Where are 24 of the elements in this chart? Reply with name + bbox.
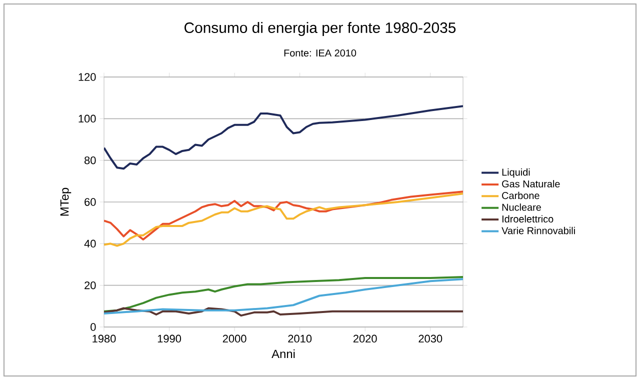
y-axis-title: MTep bbox=[60, 188, 72, 216]
y-tick-label: 120 bbox=[78, 73, 96, 81]
legend-label: Varie Rinnovabili bbox=[502, 226, 575, 234]
x-tick-label: 1980 bbox=[92, 334, 116, 343]
x-axis-title: Anni bbox=[272, 349, 295, 358]
y-tick-label: 40 bbox=[84, 240, 96, 248]
legend-label: Carbone bbox=[502, 192, 540, 200]
x-tick-label: 2030 bbox=[418, 334, 442, 343]
x-tick-label: 1990 bbox=[158, 334, 182, 343]
y-tick-label: 80 bbox=[84, 156, 96, 164]
x-tick-label: 2000 bbox=[222, 334, 246, 343]
y-tick-label: 100 bbox=[78, 114, 96, 123]
chart-title: Consumo di energia per fonte 1980-2035 bbox=[184, 22, 456, 36]
y-tick-label: 60 bbox=[84, 198, 96, 206]
chart-subtitle: Fonte: IEA 2010 bbox=[284, 49, 356, 57]
legend-label: Liquidi bbox=[502, 168, 530, 178]
line-series bbox=[104, 307, 464, 317]
legend-label: Nucleare bbox=[502, 203, 541, 211]
y-tick-label: 20 bbox=[84, 281, 96, 290]
y-tick-label: 0 bbox=[90, 323, 96, 331]
x-tick-label: 2020 bbox=[353, 334, 377, 343]
legend-label: Idroelettrico bbox=[502, 215, 554, 222]
x-tick-label: 2010 bbox=[288, 334, 312, 343]
legend-label: Gas Naturale bbox=[502, 180, 560, 188]
